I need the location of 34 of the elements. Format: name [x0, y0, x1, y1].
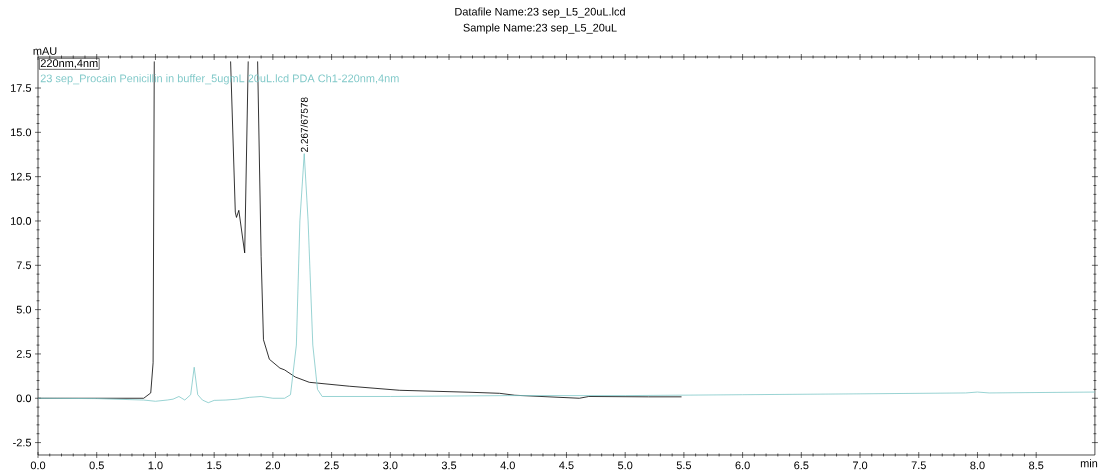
y-tick-label: 5.0 — [16, 305, 32, 314]
y-axis-title: mAU — [33, 47, 57, 56]
x-tick-label: 6.0 — [735, 461, 750, 470]
y-tick-label: 12.5 — [11, 172, 32, 181]
x-tick-label: 8.5 — [1029, 461, 1044, 470]
chart-subtitle: Sample Name:23 sep_L5_20uL — [463, 23, 617, 34]
x-tick-label: 5.5 — [676, 461, 692, 470]
x-tick-label: 2.5 — [324, 461, 339, 470]
line-series — [38, 153, 1095, 404]
y-tick-label: 0.0 — [16, 394, 32, 403]
x-tick-label: 7.5 — [911, 461, 926, 470]
annotation: 2.267/67578 — [300, 97, 308, 153]
y-tick-label: 10.0 — [11, 217, 32, 226]
x-tick-label: 7.0 — [852, 461, 868, 470]
y-tick-label: 15.0 — [11, 128, 32, 137]
x-tick-label: 2.0 — [265, 461, 281, 470]
x-tick-label: 5.0 — [617, 461, 633, 470]
x-tick-label: 1.5 — [207, 461, 222, 470]
x-tick-label: 6.5 — [794, 461, 809, 470]
x-tick-label: 3.5 — [441, 461, 457, 470]
chart-title: Datafile Name:23 sep_L5_20uL.lcd — [455, 7, 625, 18]
legend-label: 220nm,4nm — [40, 59, 98, 69]
y-tick-label: 17.5 — [11, 84, 32, 93]
y-tick-label: -2.5 — [13, 438, 32, 447]
x-tick-label: 1.0 — [148, 461, 163, 470]
y-tick-label: 2.5 — [16, 350, 32, 359]
x-tick-label: 0.0 — [30, 461, 46, 470]
x-tick-label: 4.0 — [500, 461, 515, 470]
y-tick-label: 7.5 — [16, 261, 32, 270]
x-tick-label: 0.5 — [89, 461, 104, 470]
x-tick-label: 8.0 — [970, 461, 985, 470]
x-axis-title: min — [1080, 459, 1098, 468]
x-tick-label: 3.0 — [383, 461, 398, 470]
x-tick-label: 4.5 — [559, 461, 574, 470]
